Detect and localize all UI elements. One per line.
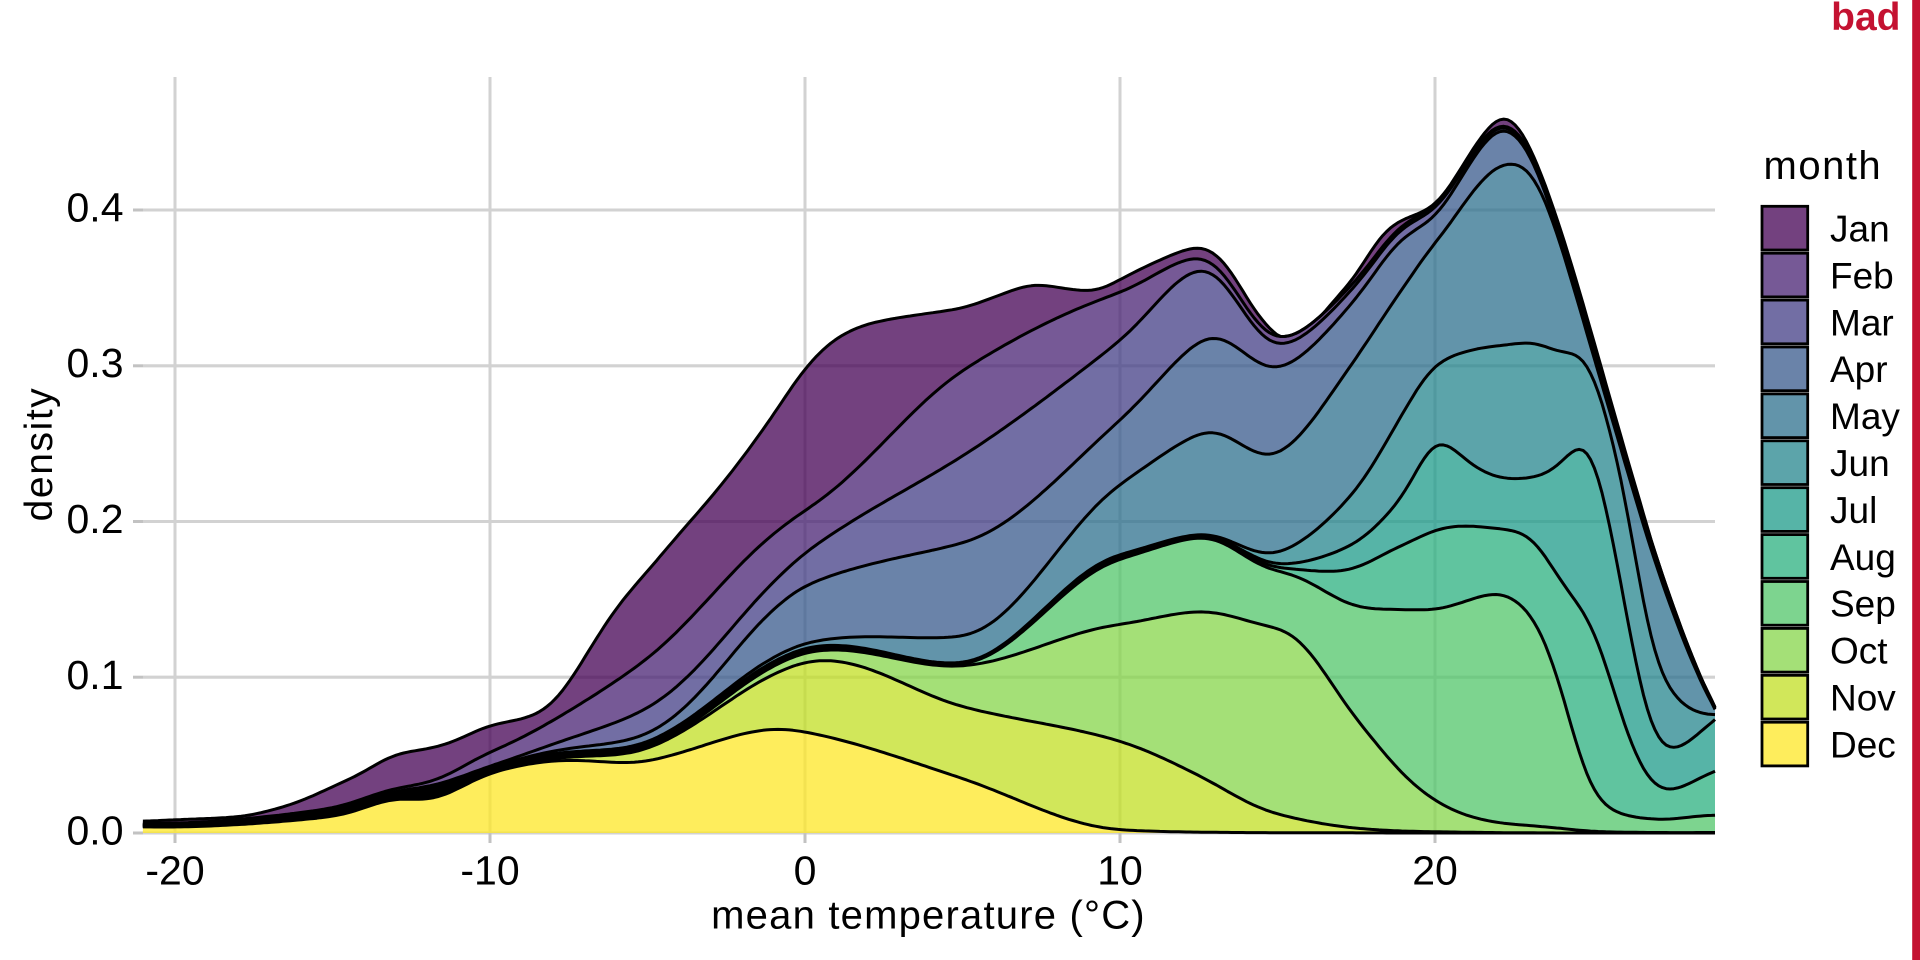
svg-text:Feb: Feb [1830,255,1894,296]
svg-text:Oct: Oct [1830,631,1888,672]
svg-text:0.2: 0.2 [67,496,124,542]
svg-text:density: density [18,387,61,522]
svg-text:-20: -20 [145,848,204,894]
svg-text:0.1: 0.1 [67,652,124,698]
svg-text:Sep: Sep [1830,584,1896,625]
svg-text:Jun: Jun [1830,443,1890,484]
svg-text:May: May [1830,396,1900,437]
svg-text:Jan: Jan [1830,209,1890,250]
svg-text:Mar: Mar [1830,302,1894,343]
svg-text:-10: -10 [460,848,519,894]
svg-text:Dec: Dec [1830,724,1896,765]
svg-text:0: 0 [794,848,817,894]
svg-text:0.0: 0.0 [67,808,124,854]
svg-text:20: 20 [1412,848,1458,894]
svg-text:month: month [1764,144,1883,188]
svg-text:10: 10 [1097,848,1143,894]
svg-text:bad: bad [1831,0,1900,39]
svg-text:Apr: Apr [1830,349,1888,390]
svg-text:0.4: 0.4 [67,185,124,231]
svg-text:0.3: 0.3 [67,340,124,386]
svg-text:mean temperature (°C): mean temperature (°C) [711,894,1146,938]
svg-text:Jul: Jul [1830,490,1877,531]
svg-text:Aug: Aug [1830,537,1896,578]
svg-text:Nov: Nov [1830,677,1896,718]
